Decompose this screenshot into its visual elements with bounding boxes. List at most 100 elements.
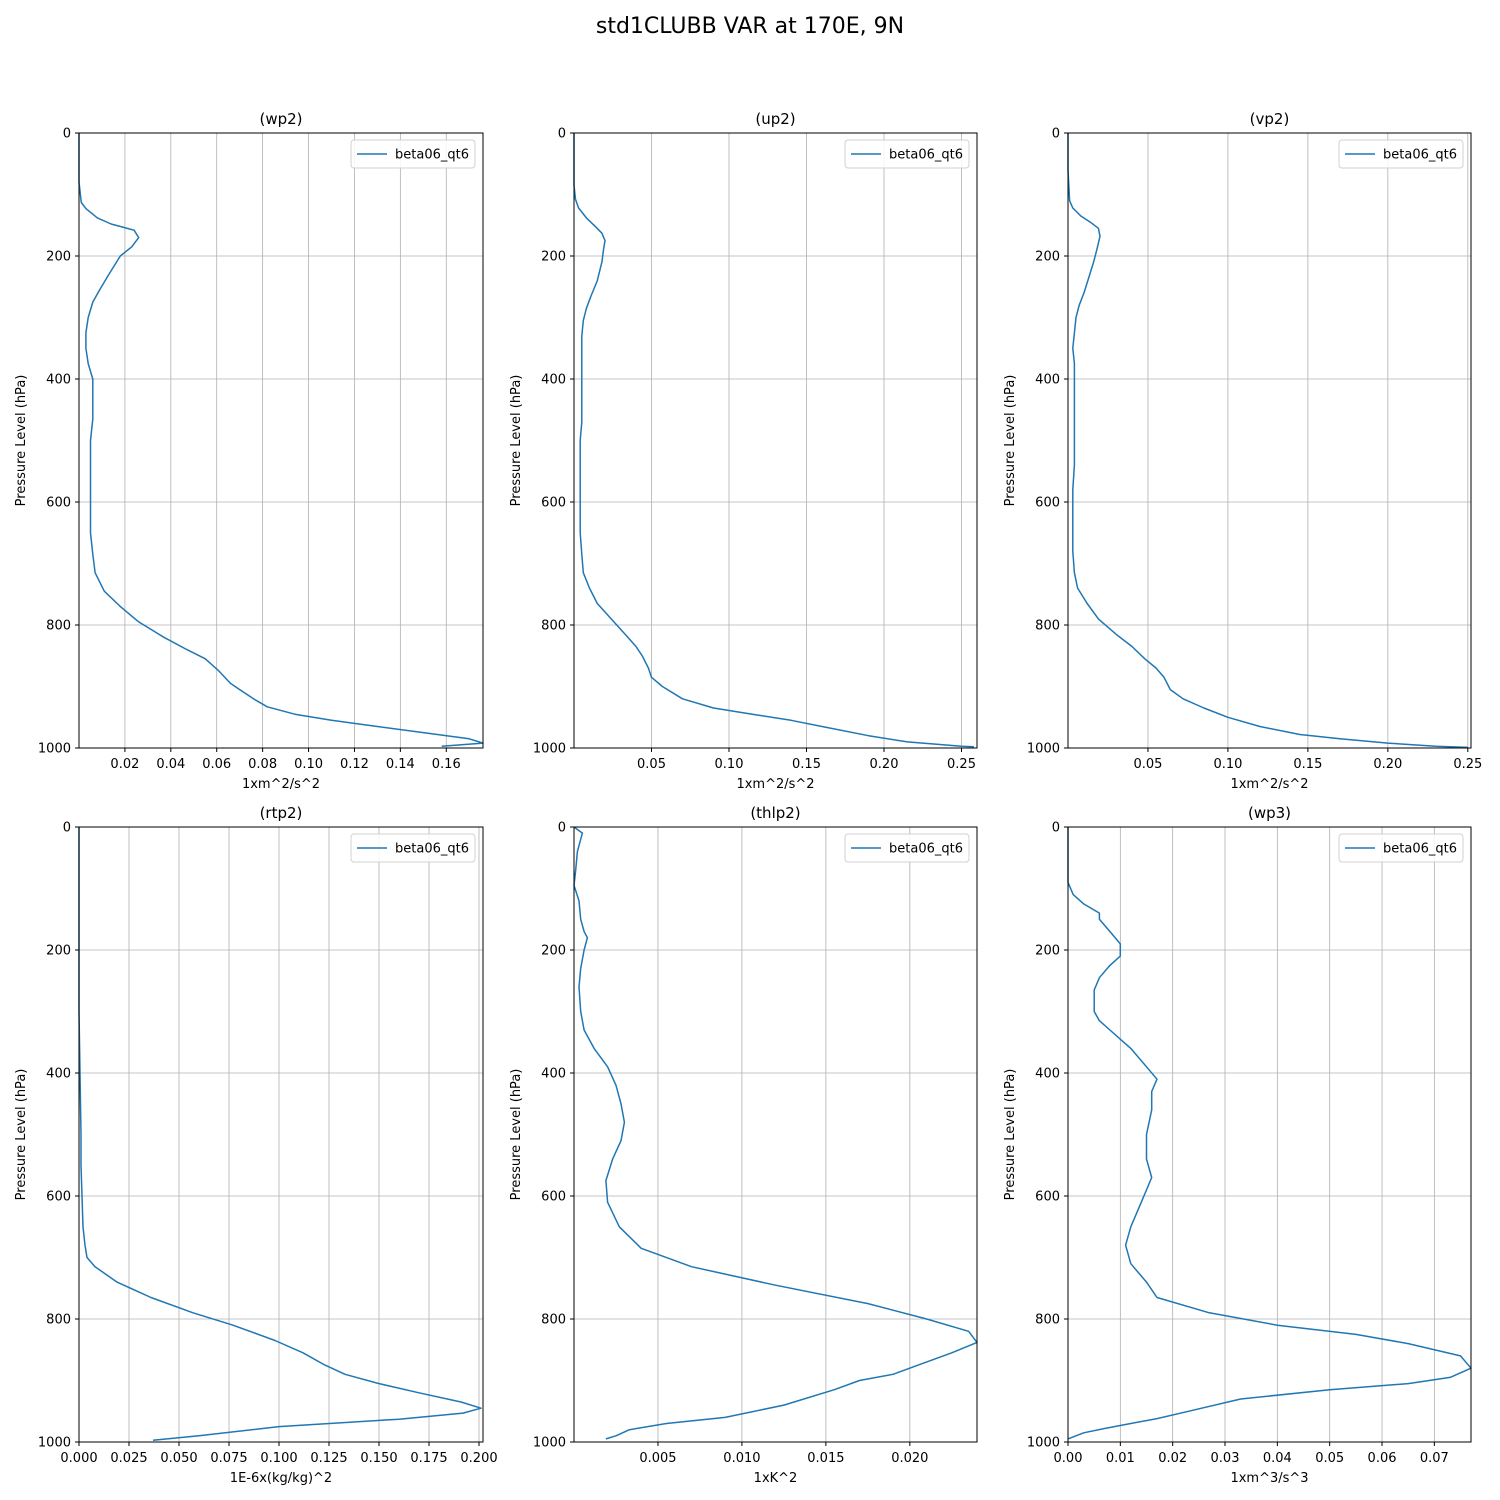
axes-frame bbox=[573, 132, 978, 749]
x-tick-label: 0.175 bbox=[410, 1451, 447, 1466]
y-tick-label: 1000 bbox=[533, 742, 566, 757]
y-tick-label: 0 bbox=[63, 821, 71, 836]
y-axis-label: Pressure Level (hPa) bbox=[509, 1069, 524, 1201]
x-tick-label: 0.02 bbox=[110, 757, 139, 772]
x-axis-label: 1xK^2 bbox=[754, 1471, 798, 1486]
y-tick-label: 800 bbox=[46, 619, 71, 634]
y-tick-label: 1000 bbox=[1027, 1436, 1060, 1451]
x-tick-label: 0.25 bbox=[947, 757, 976, 772]
axes-frame bbox=[78, 826, 484, 1443]
x-tick-label: 0.125 bbox=[310, 1451, 347, 1466]
y-axis-label: Pressure Level (hPa) bbox=[14, 1069, 29, 1201]
y-tick-label: 400 bbox=[1035, 373, 1060, 388]
y-tick-label: 800 bbox=[541, 619, 566, 634]
x-tick-label: 0.200 bbox=[460, 1451, 497, 1466]
legend-box bbox=[1338, 833, 1464, 863]
legend-label: beta06_qt6 bbox=[395, 842, 469, 857]
y-tick-label: 200 bbox=[1035, 944, 1060, 959]
y-tick-label: 200 bbox=[541, 944, 566, 959]
legend: beta06_qt6 bbox=[1338, 833, 1464, 863]
legend: beta06_qt6 bbox=[844, 833, 970, 863]
x-tick-label: 0.075 bbox=[210, 1451, 247, 1466]
y-tick-label: 400 bbox=[46, 1067, 71, 1082]
x-tick-label: 0.04 bbox=[156, 757, 185, 772]
y-tick-label: 800 bbox=[1035, 1313, 1060, 1328]
legend-box bbox=[350, 833, 476, 863]
subplot-4: 0.000 0.025 0.050 0.075 0.100 0.125 0.150 0.175… bbox=[14, 804, 498, 1486]
legend-box bbox=[844, 139, 970, 169]
y-tick-label: 400 bbox=[1035, 1067, 1060, 1082]
x-tick-label: 0.100 bbox=[260, 1451, 297, 1466]
x-axis-label: 1xm^2/s^2 bbox=[736, 777, 814, 792]
x-tick-label: 0.16 bbox=[432, 757, 461, 772]
x-tick-label: 0.20 bbox=[1373, 757, 1402, 772]
axes-frame bbox=[1067, 132, 1472, 749]
x-tick-label: 0.150 bbox=[360, 1451, 397, 1466]
subplot-6: 0.00 0.01 0.02 0.03 0.04 0.05 0.06 0.07 0 200 400 6… bbox=[1003, 804, 1472, 1486]
subplot-title: (wp3) bbox=[1248, 804, 1291, 822]
x-tick-label: 0.06 bbox=[202, 757, 231, 772]
x-tick-label: 0.10 bbox=[1213, 757, 1242, 772]
y-tick-label: 600 bbox=[1035, 1190, 1060, 1205]
legend-box bbox=[1338, 139, 1464, 169]
x-axis-label: 1xm^2/s^2 bbox=[242, 777, 320, 792]
y-tick-label: 1000 bbox=[38, 1436, 71, 1451]
x-axis-label: 1xm^3/s^3 bbox=[1230, 1471, 1308, 1486]
legend: beta06_qt6 bbox=[350, 833, 476, 863]
axes-frame bbox=[573, 826, 978, 1443]
x-tick-label: 0.15 bbox=[1293, 757, 1322, 772]
y-tick-label: 800 bbox=[541, 1313, 566, 1328]
x-tick-label: 0.05 bbox=[637, 757, 666, 772]
x-tick-label: 0.05 bbox=[1315, 1451, 1344, 1466]
x-tick-label: 0.08 bbox=[248, 757, 277, 772]
y-tick-label: 400 bbox=[46, 373, 71, 388]
x-tick-label: 0.02 bbox=[1158, 1451, 1187, 1466]
x-tick-label: 0.050 bbox=[160, 1451, 197, 1466]
y-tick-label: 800 bbox=[1035, 619, 1060, 634]
subplot-title: (wp2) bbox=[259, 110, 302, 128]
y-tick-label: 0 bbox=[558, 127, 566, 142]
subplot-title: (vp2) bbox=[1250, 110, 1290, 128]
legend: beta06_qt6 bbox=[844, 139, 970, 169]
x-tick-label: 0.07 bbox=[1420, 1451, 1449, 1466]
y-tick-label: 800 bbox=[46, 1313, 71, 1328]
x-tick-label: 0.06 bbox=[1368, 1451, 1397, 1466]
x-axis-label: 1xm^2/s^2 bbox=[1230, 777, 1308, 792]
x-axis-label: 1E-6x(kg/kg)^2 bbox=[230, 1471, 332, 1486]
subplot-title: (rtp2) bbox=[260, 804, 303, 822]
x-tick-label: 0.20 bbox=[870, 757, 899, 772]
x-tick-label: 0.01 bbox=[1106, 1451, 1135, 1466]
x-tick-label: 0.05 bbox=[1133, 757, 1162, 772]
series-line-beta06_qt6 bbox=[1067, 827, 1472, 1440]
y-tick-label: 200 bbox=[541, 250, 566, 265]
series-line-beta06_qt6 bbox=[1067, 133, 1468, 749]
legend-label: beta06_qt6 bbox=[395, 148, 469, 163]
y-tick-label: 600 bbox=[46, 496, 71, 511]
y-axis-label: Pressure Level (hPa) bbox=[509, 375, 524, 507]
y-tick-label: 1000 bbox=[533, 1436, 566, 1451]
x-tick-label: 0.000 bbox=[60, 1451, 97, 1466]
x-tick-label: 0.00 bbox=[1054, 1451, 1083, 1466]
x-tick-label: 0.25 bbox=[1453, 757, 1482, 772]
y-tick-label: 0 bbox=[1052, 127, 1060, 142]
y-tick-label: 200 bbox=[1035, 250, 1060, 265]
y-tick-label: 400 bbox=[541, 373, 566, 388]
axes-frame bbox=[78, 132, 484, 749]
legend: beta06_qt6 bbox=[1338, 139, 1464, 169]
y-tick-label: 600 bbox=[1035, 496, 1060, 511]
x-tick-label: 0.03 bbox=[1211, 1451, 1240, 1466]
x-tick-label: 0.04 bbox=[1263, 1451, 1292, 1466]
legend-box bbox=[844, 833, 970, 863]
y-tick-label: 0 bbox=[63, 127, 71, 142]
y-tick-label: 600 bbox=[541, 1190, 566, 1205]
legend-label: beta06_qt6 bbox=[1383, 148, 1457, 163]
y-tick-label: 200 bbox=[46, 944, 71, 959]
x-tick-label: 0.15 bbox=[792, 757, 821, 772]
subplot-title: (thlp2) bbox=[750, 804, 800, 822]
legend-label: beta06_qt6 bbox=[1383, 842, 1457, 857]
y-tick-label: 0 bbox=[1052, 821, 1060, 836]
series-line-beta06_qt6 bbox=[573, 826, 978, 1440]
x-tick-label: 0.12 bbox=[340, 757, 369, 772]
series-line-beta06_qt6 bbox=[78, 133, 484, 747]
